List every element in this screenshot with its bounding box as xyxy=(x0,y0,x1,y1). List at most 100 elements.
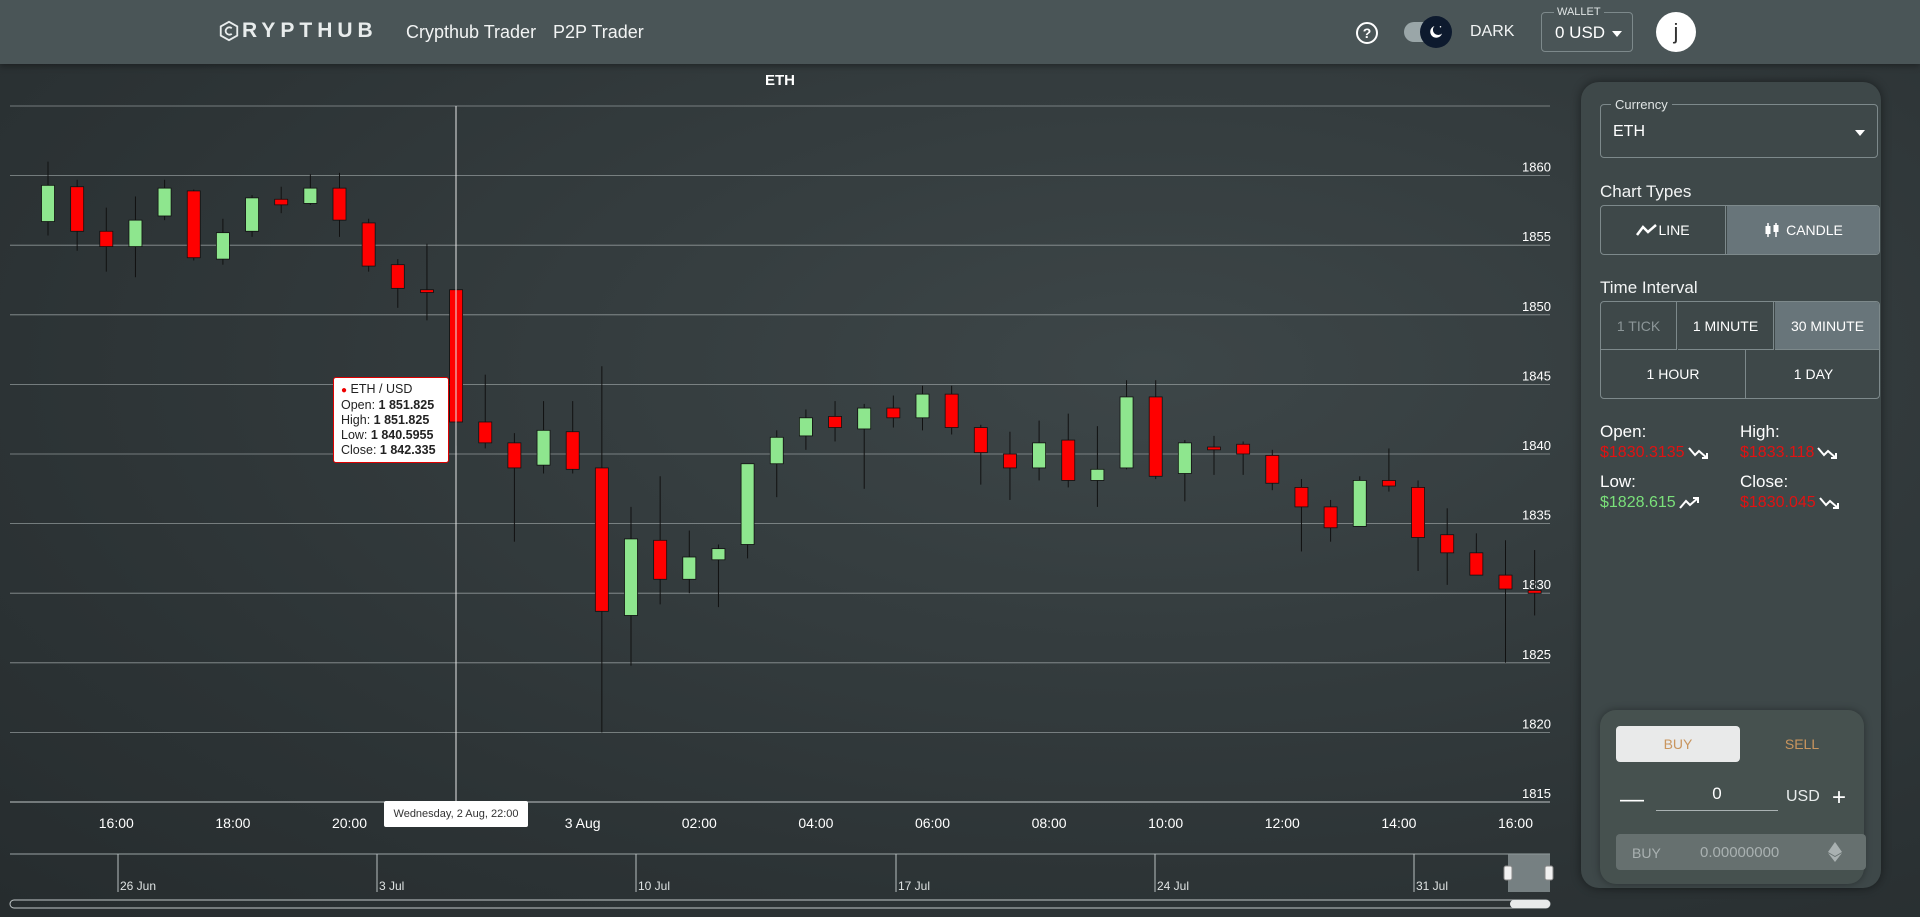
candle xyxy=(1498,540,1513,663)
tooltip-close: 1 842.335 xyxy=(379,443,436,457)
time-interval-group: 1 TICK 1 MINUTE 30 MINUTE 1 HOUR 1 DAY xyxy=(1600,301,1880,399)
candle xyxy=(1527,550,1542,616)
amount-input[interactable]: 0 xyxy=(1656,784,1778,811)
candle xyxy=(828,401,842,442)
navigator-handle-right xyxy=(1544,865,1554,881)
caret-down-icon xyxy=(1855,130,1865,136)
navigator-labels: 26 Jun 3 Jul 10 Jul 17 Jul 24 Jul 31 Jul xyxy=(117,854,1448,893)
low-label: Low: xyxy=(1600,472,1636,491)
help-icon[interactable]: ? xyxy=(1356,22,1378,44)
x-tick-label: 3 Aug xyxy=(565,815,601,831)
y-tick-label: 1815 xyxy=(1522,786,1551,801)
navigator-handle-left xyxy=(1503,865,1513,881)
nav-p2p-trader[interactable]: P2P Trader xyxy=(553,22,644,42)
wallet-label: WALLET xyxy=(1554,6,1604,18)
x-tick-label: 14:00 xyxy=(1381,815,1416,831)
trending-down-icon xyxy=(1818,497,1839,509)
x-tick-label: 06:00 xyxy=(915,815,950,831)
x-tick-label: 16:00 xyxy=(1498,815,1533,831)
candle xyxy=(1119,380,1134,470)
candle xyxy=(99,207,114,272)
candle xyxy=(332,172,347,237)
candle xyxy=(857,403,872,489)
nav-crypthub-trader[interactable]: Crypthub Trader xyxy=(406,22,537,42)
navigator-label: 3 Jul xyxy=(379,879,404,893)
trending-down-icon xyxy=(1817,447,1838,459)
currency-select[interactable]: Currency ETH xyxy=(1600,97,1878,158)
interval-1-day-button[interactable]: 1 DAY xyxy=(1793,366,1834,382)
candle-body xyxy=(799,417,813,437)
y-axis-labels: 1815 1820 1825 1830 1835 1840 1845 1850 1855 1860 xyxy=(1522,160,1551,801)
interval-1-hour-button[interactable]: 1 HOUR xyxy=(1601,350,1746,398)
x-tick-label: 20:00 xyxy=(332,815,367,831)
candle-body xyxy=(857,407,872,430)
candle xyxy=(1323,499,1338,542)
candle xyxy=(1177,440,1192,502)
candlestick-chart[interactable]: 1815 1820 1825 1830 1835 1840 1845 1850 1855 1860… xyxy=(0,64,1565,917)
price-chart[interactable]: ETH 1815 1820 1825 1830 1835 1840 1845 1850 1855… xyxy=(0,64,1565,917)
candle xyxy=(478,374,493,449)
candle xyxy=(799,409,813,450)
y-tick-label: 1820 xyxy=(1522,716,1551,731)
navigator-label: 31 Jul xyxy=(1416,879,1448,893)
candle-body xyxy=(1498,574,1513,590)
tooltip-open: 1 851.825 xyxy=(378,398,435,412)
interval-1-tick-button[interactable]: 1 TICK xyxy=(1601,302,1677,350)
candle-body xyxy=(1323,506,1338,529)
open-value: $1830.3135 xyxy=(1600,444,1685,461)
y-tick-label: 1830 xyxy=(1522,577,1551,592)
buy-tab[interactable]: BUY xyxy=(1616,726,1740,762)
candle xyxy=(624,506,638,666)
avatar[interactable]: j xyxy=(1656,12,1696,52)
candle-body xyxy=(915,393,930,419)
navigator-label: 17 Jul xyxy=(898,879,930,893)
x-axis-labels: 16:00 18:00 20:00 3 Aug 02:00 04:00 06:00 08:00… xyxy=(99,815,1533,831)
y-tick-label: 1835 xyxy=(1522,508,1551,523)
candle-body xyxy=(41,184,55,222)
candle-body xyxy=(594,467,609,612)
x-tick-label: 12:00 xyxy=(1265,815,1300,831)
candle-body xyxy=(1469,552,1484,576)
chart-type-line-label: LINE xyxy=(1658,222,1690,238)
wallet-select[interactable]: WALLET 0 USD xyxy=(1541,6,1633,52)
chart-type-line-button[interactable]: LINE xyxy=(1601,206,1726,254)
candle-body xyxy=(1177,442,1192,474)
candle-body xyxy=(157,187,172,217)
candle-body xyxy=(1382,480,1396,487)
x-tick-label: 16:00 xyxy=(99,815,134,831)
x-tick-label: 02:00 xyxy=(682,815,717,831)
high-value: $1833.118 xyxy=(1740,444,1815,461)
interval-30-minute-button[interactable]: 30 MINUTE xyxy=(1775,302,1879,350)
candle-body xyxy=(1148,396,1163,477)
close-value: $1830.045 xyxy=(1740,494,1816,511)
amount-unit: USD xyxy=(1786,788,1820,805)
top-header: RYPTHUB Crypthub Trader P2P Trader ? DAR… xyxy=(0,0,1920,64)
sell-tab[interactable]: SELL xyxy=(1784,736,1820,752)
candle-body xyxy=(1265,454,1280,484)
candle-body xyxy=(769,436,784,465)
theme-toggle-moon-icon[interactable] xyxy=(1420,16,1452,48)
tooltip-low: 1 840.5955 xyxy=(370,428,434,442)
candle xyxy=(41,161,55,236)
candle xyxy=(245,195,259,237)
candle-body xyxy=(828,416,842,428)
buy-button[interactable]: BUY 0.00000000 xyxy=(1616,834,1866,870)
navigator-scrollbar-thumb xyxy=(1510,900,1550,908)
line-chart-icon xyxy=(1636,224,1658,236)
navigator-window xyxy=(1508,854,1550,892)
decrement-button[interactable]: — xyxy=(1620,786,1644,813)
candle xyxy=(1148,380,1163,480)
chart-type-candle-button[interactable]: CANDLE xyxy=(1727,206,1879,254)
crypthub-logo[interactable]: RYPTHUB xyxy=(218,19,378,43)
candle-body xyxy=(70,186,85,232)
caret-down-icon xyxy=(1612,31,1622,37)
tooltip-high-label: High: xyxy=(341,413,371,427)
candle xyxy=(740,463,755,559)
interval-1-minute-button[interactable]: 1 MINUTE xyxy=(1678,302,1774,350)
open-label: Open: xyxy=(1600,422,1647,441)
candle xyxy=(1265,449,1280,491)
candle-body xyxy=(186,190,201,259)
candle-body xyxy=(536,429,551,466)
increment-button[interactable]: + xyxy=(1832,784,1847,811)
candle xyxy=(1440,508,1455,585)
